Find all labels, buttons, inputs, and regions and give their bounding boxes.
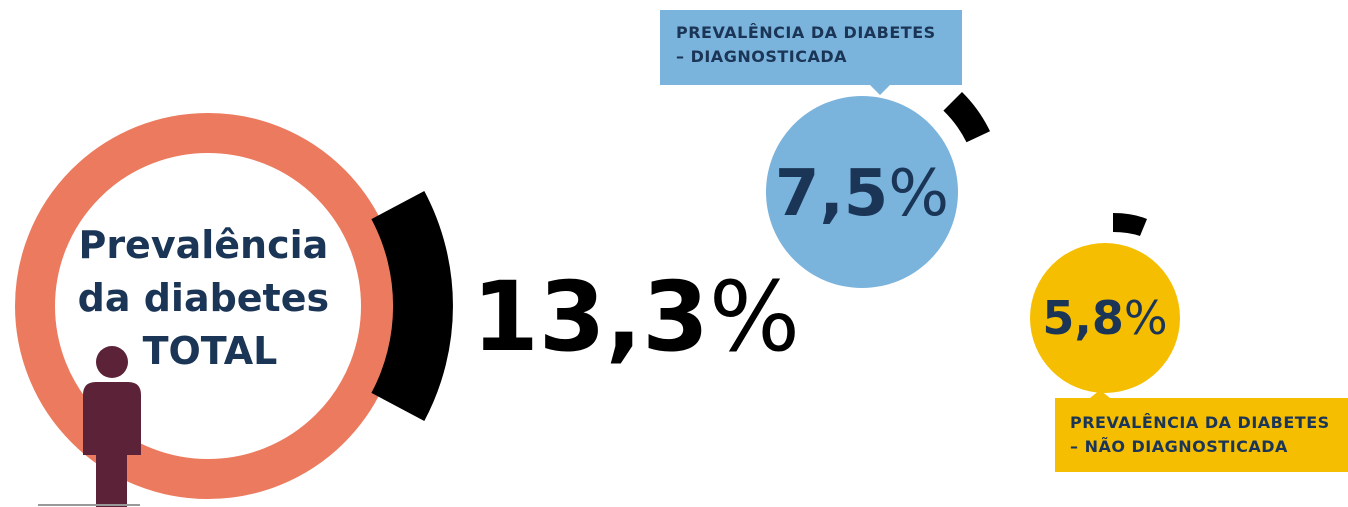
diagnosed-label-line: PREVALÊNCIA DA DIABETES bbox=[676, 23, 936, 42]
total-label-line: TOTAL bbox=[143, 329, 278, 373]
diagnosed-unit: % bbox=[888, 157, 949, 231]
diagnosed-label: PREVALÊNCIA DA DIABETES – DIAGNOSTICADA bbox=[676, 23, 942, 66]
undiagnosed-number: 5,8 bbox=[1042, 291, 1124, 345]
undiagnosed-arc bbox=[1113, 213, 1147, 236]
total-value: 13,3% bbox=[472, 261, 800, 373]
diagnosed-value: 7,5% bbox=[775, 157, 949, 231]
undiagnosed-label-line: – NÃO DIAGNOSTICADA bbox=[1070, 437, 1288, 456]
total-ring bbox=[15, 113, 401, 499]
undiagnosed-value: 5,8% bbox=[1042, 291, 1167, 345]
undiagnosed-label: PREVALÊNCIA DA DIABETES – NÃO DIAGNOSTIC… bbox=[1070, 413, 1336, 456]
diagnosed-label-box bbox=[660, 10, 962, 95]
total-label-line: da diabetes bbox=[78, 276, 329, 320]
total-unit: % bbox=[709, 261, 800, 373]
diagnosed-label-line: – DIAGNOSTICADA bbox=[676, 47, 847, 66]
diagnosed-arc bbox=[943, 92, 990, 143]
undiagnosed-circle bbox=[1030, 243, 1180, 393]
undiagnosed-unit: % bbox=[1124, 291, 1168, 345]
total-arc bbox=[371, 191, 453, 421]
total-label-line: Prevalência bbox=[78, 223, 328, 267]
diagnosed-number: 7,5 bbox=[775, 157, 888, 231]
undiagnosed-label-box bbox=[1055, 390, 1348, 472]
total-number: 13,3 bbox=[472, 261, 709, 373]
total-label: Prevalência da diabetes TOTAL bbox=[78, 223, 343, 373]
diagnosed-circle bbox=[766, 96, 958, 288]
person-icon bbox=[83, 346, 141, 507]
undiagnosed-label-line: PREVALÊNCIA DA DIABETES bbox=[1070, 413, 1330, 432]
